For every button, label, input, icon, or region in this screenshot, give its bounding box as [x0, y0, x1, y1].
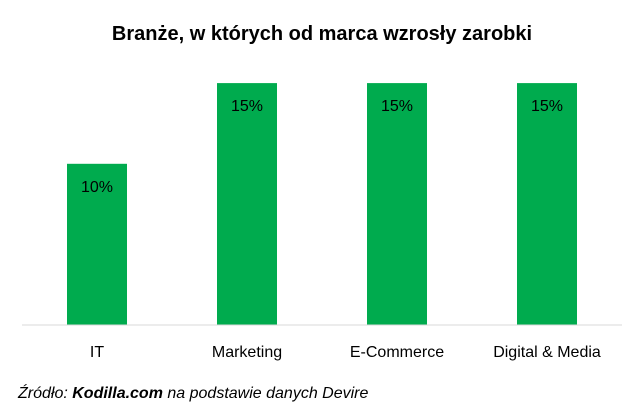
bar-marketing — [217, 83, 277, 325]
bar-it — [67, 163, 127, 326]
source-suffix: na podstawie danych Devire — [163, 385, 369, 402]
category-ticks-group: IT Marketing E-Commerce Digital & Media — [90, 344, 601, 361]
data-label-e-commerce: 15% — [381, 98, 413, 115]
x-tick-e-commerce: E-Commerce — [350, 344, 444, 361]
x-tick-it: IT — [90, 344, 104, 361]
source-note: Źródło: Kodilla.com na podstawie danych … — [17, 383, 368, 402]
source-prefix: Źródło: — [17, 383, 72, 402]
data-label-marketing: 15% — [231, 98, 263, 115]
bar-e-commerce — [367, 83, 427, 325]
chart-title: Branże, w których od marca wzrosły zarob… — [112, 23, 532, 45]
bar-digital-media — [517, 83, 577, 325]
bars-group — [67, 83, 577, 326]
x-tick-digital-media: Digital & Media — [493, 344, 601, 361]
x-tick-marketing: Marketing — [212, 344, 282, 361]
data-labels-group: 10% 15% 15% 15% — [81, 98, 563, 196]
data-label-it: 10% — [81, 179, 113, 196]
source-brand: Kodilla.com — [72, 385, 163, 402]
data-label-digital-media: 15% — [531, 98, 563, 115]
